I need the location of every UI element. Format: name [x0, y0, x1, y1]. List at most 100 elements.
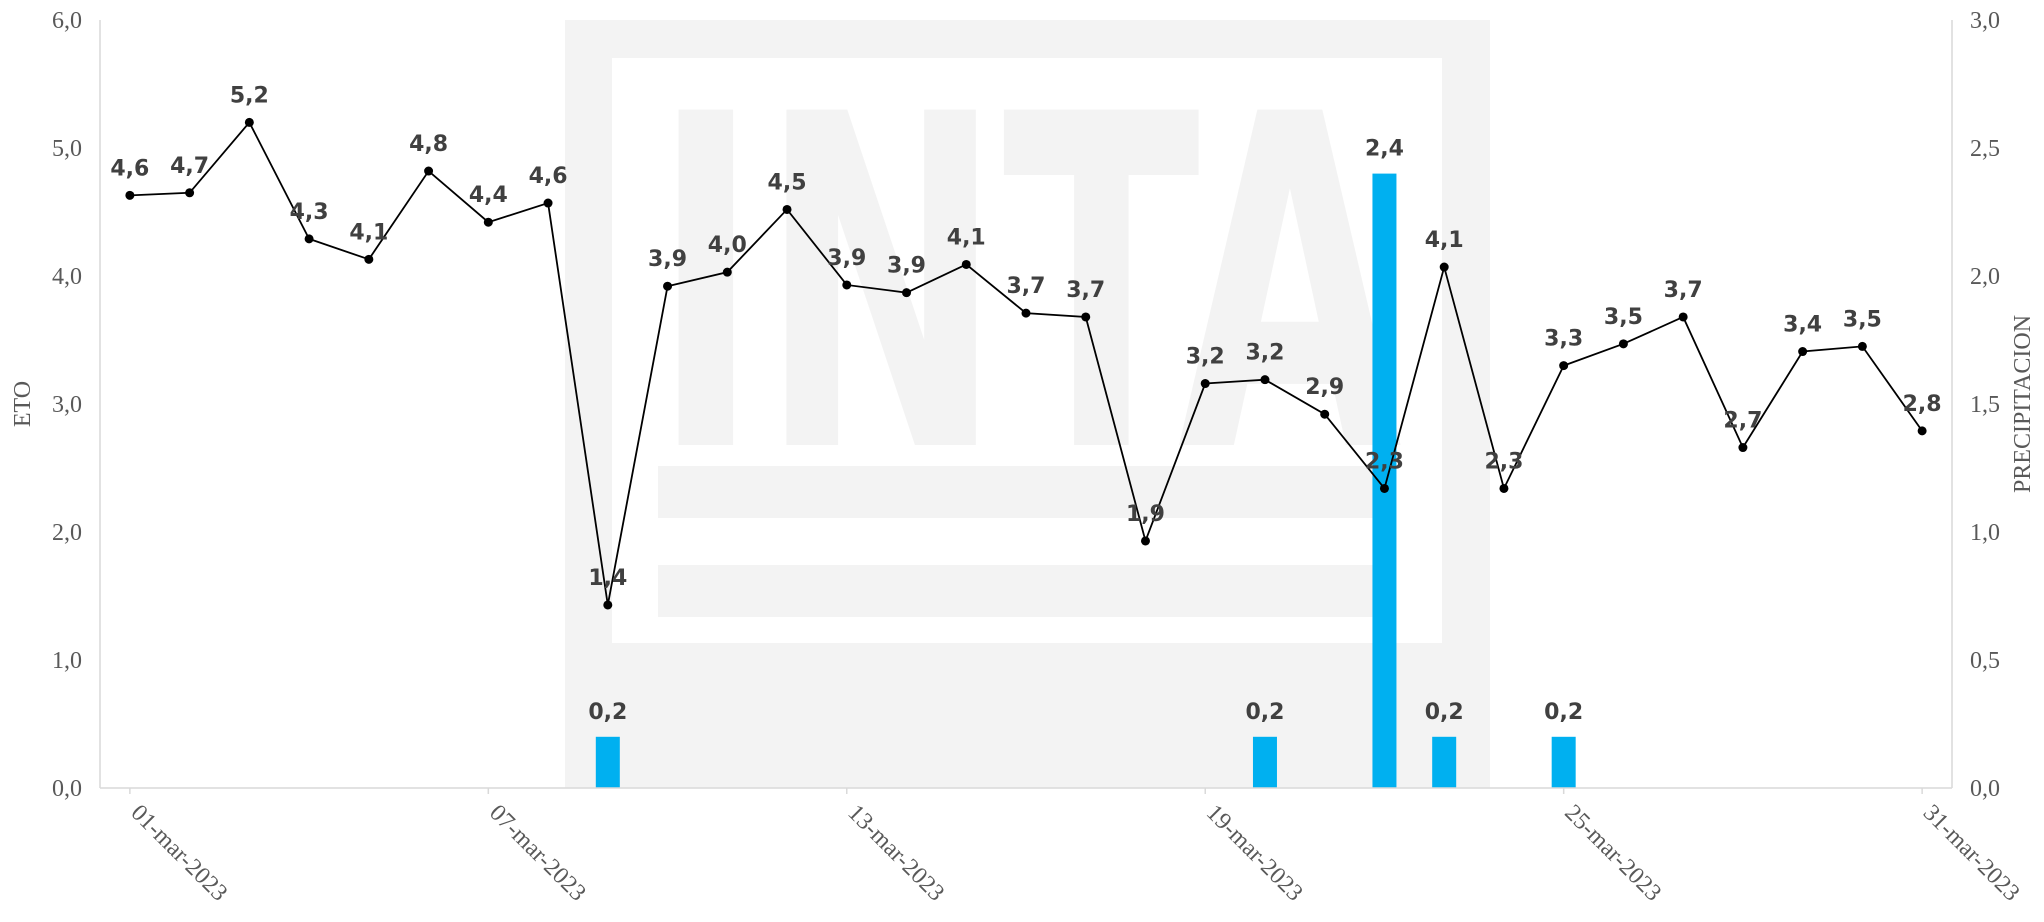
y-right-tick-label: 2,5: [1970, 136, 2000, 162]
y-left-tick-label: 5,0: [52, 136, 82, 162]
eto-point: [603, 600, 613, 610]
eto-data-label: 4,6: [529, 164, 568, 189]
eto-point: [1439, 262, 1449, 272]
eto-point: [1081, 312, 1091, 322]
eto-point: [1140, 536, 1150, 546]
eto-data-label: 4,8: [409, 132, 448, 157]
y-right-tick-label: 3,0: [1970, 8, 2000, 34]
eto-data-label: 3,9: [887, 254, 926, 279]
x-tick-label: 07-mar-2023: [484, 800, 591, 907]
eto-point: [961, 259, 971, 269]
precip-bar: [595, 736, 620, 788]
watermark-bar-1: [658, 466, 1388, 518]
eto-point: [424, 166, 434, 176]
y-left-tick-label: 3,0: [52, 392, 82, 418]
eto-point: [842, 280, 852, 290]
eto-data-label: 4,0: [708, 233, 747, 258]
eto-data-label: 3,2: [1245, 341, 1284, 366]
eto-data-label: 4,1: [947, 225, 986, 250]
eto-point: [1917, 426, 1927, 436]
y-right-tick-label: 0,0: [1970, 776, 2000, 802]
y-left-tick-label: 0,0: [52, 776, 82, 802]
eto-point: [722, 267, 732, 277]
x-tick-label: 13-mar-2023: [843, 800, 950, 907]
y-axis-right-title: PRECIPITACION: [2010, 315, 2036, 493]
eto-point: [185, 188, 195, 198]
eto-point: [902, 288, 912, 298]
watermark-bar-2: [658, 565, 1388, 617]
y-left-tick-label: 4,0: [52, 264, 82, 290]
eto-data-label: 2,7: [1723, 409, 1762, 434]
y-left-tick-label: 2,0: [52, 520, 82, 546]
eto-data-label: 4,3: [290, 200, 329, 225]
eto-point: [782, 204, 792, 214]
eto-data-label: 2,3: [1484, 449, 1523, 474]
eto-data-label: 3,7: [1066, 278, 1105, 303]
eto-point: [543, 198, 553, 208]
eto-point: [1857, 341, 1867, 351]
eto-line-series: [125, 117, 1927, 610]
eto-point: [1200, 379, 1210, 389]
eto-point: [1678, 312, 1688, 322]
precipitation-bars: [595, 173, 1576, 789]
precip-bar: [1432, 736, 1457, 788]
precip-data-label: 0,2: [1245, 700, 1284, 725]
eto-data-label: 3,4: [1783, 313, 1822, 338]
eto-point: [483, 217, 493, 227]
eto-data-label: 4,7: [170, 154, 209, 179]
precip-data-label: 2,4: [1365, 137, 1404, 162]
eto-point: [1738, 443, 1748, 453]
eto-data-label: 4,6: [110, 156, 149, 181]
precip-data-label: 0,2: [1425, 700, 1464, 725]
eto-data-label: 4,1: [349, 220, 388, 245]
precip-bar: [1372, 173, 1397, 789]
eto-point: [1260, 375, 1270, 385]
eto-data-label: 3,5: [1843, 307, 1882, 332]
eto-data-label: 3,2: [1186, 345, 1225, 370]
eto-point: [1320, 409, 1330, 419]
y-right-tick-label: 0,5: [1970, 648, 2000, 674]
eto-point: [1618, 339, 1628, 349]
eto-point: [1798, 347, 1808, 357]
eto-data-label: 4,4: [469, 183, 508, 208]
eto-point: [663, 281, 673, 291]
eto-data-label: 2,8: [1903, 392, 1942, 417]
eto-data-label: 3,9: [827, 246, 866, 271]
x-tick-label: 25-mar-2023: [1559, 800, 1666, 907]
eto-point: [1021, 308, 1031, 318]
eto-data-label: 2,9: [1305, 375, 1344, 400]
eto-data-label: 1,4: [588, 566, 627, 591]
watermark-inner: [612, 58, 1442, 643]
watermark-text: INTA: [652, 19, 1404, 554]
y-left-tick-label: 1,0: [52, 648, 82, 674]
eto-point: [304, 234, 314, 244]
eto-data-label: 3,9: [648, 247, 687, 272]
eto-data-label: 3,7: [1007, 274, 1046, 299]
data-labels: 0,2 0,2 2,4 0,2 0,2 4,6 4,7 5,2 4,3 4,1 4,8 4,4 4,6 1…: [110, 83, 1941, 724]
y-axis-left-title: ETO: [10, 381, 36, 427]
eto-point: [244, 117, 254, 127]
y-left-tick-label: 6,0: [52, 8, 82, 34]
eto-data-label: 3,5: [1604, 305, 1643, 330]
eto-data-label: 2,3: [1365, 449, 1404, 474]
eto-data-label: 3,7: [1664, 278, 1703, 303]
eto-data-label: 4,5: [768, 170, 807, 195]
eto-point: [1379, 483, 1389, 493]
eto-data-label: 4,1: [1425, 228, 1464, 253]
eto-point: [1499, 483, 1509, 493]
inta-watermark: INTA: [565, 19, 1490, 788]
x-tick-label: 01-mar-2023: [126, 800, 233, 907]
y-right-tick-label: 2,0: [1970, 264, 2000, 290]
x-tick-label: 19-mar-2023: [1201, 800, 1308, 907]
precip-data-label: 0,2: [1544, 700, 1583, 725]
eto-point: [364, 254, 374, 264]
eto-data-label: 1,9: [1126, 502, 1165, 527]
eto-point: [125, 190, 135, 200]
eto-point: [1559, 361, 1569, 371]
precip-bar: [1252, 736, 1277, 788]
eto-data-label: 5,2: [230, 83, 269, 108]
y-right-tick-label: 1,5: [1970, 392, 2000, 418]
x-tick-label: 31-mar-2023: [1918, 800, 2025, 907]
